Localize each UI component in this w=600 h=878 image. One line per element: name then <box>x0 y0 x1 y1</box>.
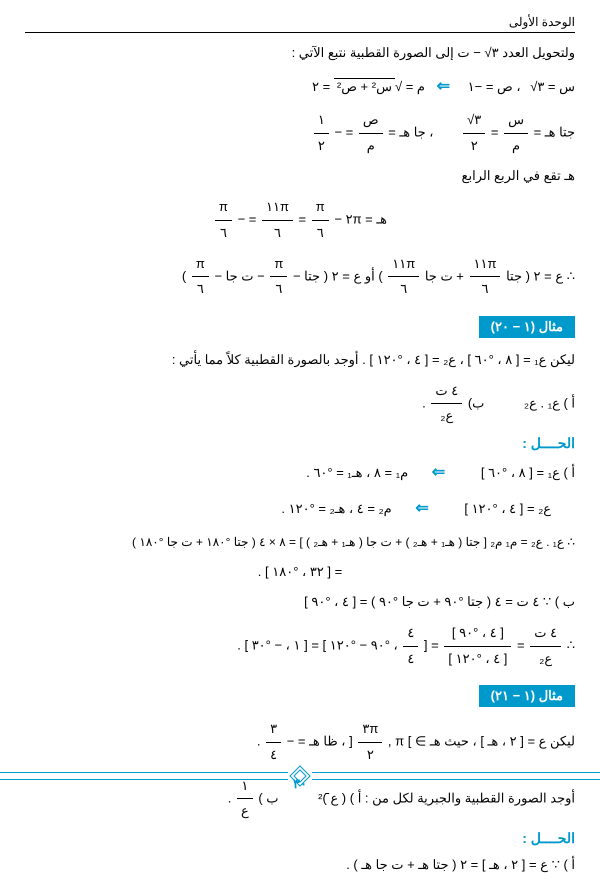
solution-label-2: الحــــل : <box>25 830 575 847</box>
sol-line-3: ∴ ع₁ . ع₂ = م₁ م₂ [ جتا ( هـ₁ + هـ₂ ) + … <box>25 531 575 554</box>
frac: ١١π٦ <box>388 252 419 302</box>
arrow-icon: ⇐ <box>432 464 445 481</box>
unit-header: الوحدة الأولى <box>25 15 575 33</box>
ex2-l1a: ليكن ع = [ ٢ ، هـ ] ، حيث هـ ∋ ] π , <box>384 734 575 749</box>
eq: = <box>295 212 306 227</box>
s5b: ، °٩٠ − °١٢٠ ] = [ ١ ، − °٣٠ ] . <box>237 638 397 653</box>
sol-line-2: ع₂ = [ ٤ ، °١٢٠ ] ⇐ م₂ = ٤ ، هـ₂ = °١٢٠ … <box>25 494 575 524</box>
solution-label-1: الحــــل : <box>25 435 575 452</box>
sol2-a: أ ) ∵ ع = [ ٢ ، هـ ] = ٢ ( جتا هـ + ت جا… <box>25 853 575 878</box>
sol-line-3b: = [ ٣٢ ، °١٨٠ ] . <box>25 560 575 585</box>
l5b: + ت جا <box>421 268 464 283</box>
arrow-icon: ⇐ <box>437 78 450 95</box>
ex2-given: ليكن ع = [ ٢ ، هـ ] ، حيث هـ ∋ ] π , ٣π٢… <box>25 717 575 767</box>
calc-line-4: هـ = ٢π − π٦ = ١١π٦ = − π٦ <box>25 195 575 245</box>
ex1-b-post: . <box>422 395 426 410</box>
eq: = <box>513 638 524 653</box>
ex1-parts: أ ) ع₁ . ع₂ ب) ٤ تع₂ . <box>25 379 575 429</box>
frac: π٦ <box>215 195 232 245</box>
ex2-l2a: أوجد الصورة القطبية والجبرية لكل من : أ … <box>318 790 575 805</box>
l1b: ، ص = −١ <box>468 79 521 94</box>
example-1-20-box: مثال (١ − ٢٠) <box>479 316 575 338</box>
l5e: ) <box>182 268 186 283</box>
l1a: س = ٣√ <box>530 79 575 94</box>
page-number: ٣٠ <box>293 776 307 792</box>
frac: π٦ <box>312 195 329 245</box>
l5d: − ت جا <box>222 268 265 283</box>
l5a: ∴ ع = ٢ ( جتا <box>502 268 575 283</box>
ex1-a: أ ) ع₁ . ع₂ <box>524 395 575 410</box>
frac: ٤ تع₂ <box>431 379 462 429</box>
ex1-given: ليكن ع₁ = [ ٨ ، °٦٠ ] ، ع₂ = [ ٤ ، °١٢٠ … <box>25 348 575 373</box>
frac: π٦ <box>270 252 287 302</box>
l4a: هـ = ٢π − <box>331 212 387 227</box>
br: [ <box>420 638 427 653</box>
frac: ١٢ <box>314 108 329 158</box>
frac: ٣π٢ <box>358 717 382 767</box>
l1c-pre: م = <box>402 79 425 94</box>
eq: = <box>342 125 353 140</box>
ex2-l2b: ب ) <box>255 790 279 805</box>
result-line: ∴ ع = ٢ ( جتا ١١π٦ + ت جا ١١π٦ ) أو ع = … <box>25 252 575 302</box>
s1a: أ ) ع₁ = [ ٨ ، °٦٠ ] <box>481 465 575 480</box>
ex1-b-pre: ب) <box>464 395 484 410</box>
frac: [ ٤ ، °٩٠ ][ ٤ ، °١٢٠ ] <box>444 621 511 671</box>
sol-line-1: أ ) ع₁ = [ ٨ ، °٦٠ ] ⇐ م₁ = ٨ ، هـ₁ = °٦… <box>25 458 575 488</box>
frac: ١١π٦ <box>262 195 293 245</box>
arrow-icon: ⇐ <box>415 500 428 517</box>
calc-line-2: جتا هـ = سم = ٣√٢ ، جا هـ = صم = − ١٢ <box>25 108 575 158</box>
frac: ٤ تع₂ <box>530 621 561 671</box>
frac: ٤٤ <box>403 621 418 671</box>
s2b: م₂ = ٤ ، هـ₂ = °١٢٠ . <box>281 501 391 516</box>
calc-line-1: س = ٣√ ، ص = −١ ⇐ م = √س² + ص² = ٢ <box>25 72 575 102</box>
eq: = <box>487 125 498 140</box>
neg: − <box>331 125 342 140</box>
ex2-l1c: . <box>257 734 261 749</box>
l5c: ) أو ع = ٢ ( جتا <box>301 268 383 283</box>
l1c-sqrt: س² + ص² <box>334 78 395 94</box>
frac: سم <box>504 108 528 158</box>
frac: ٣٤ <box>266 717 281 767</box>
eq: = <box>428 638 439 653</box>
sol-line-5: ∴ ٤ تع₂ = [ ٤ ، °٩٠ ][ ٤ ، °١٢٠ ] = [ ٤٤… <box>25 621 575 671</box>
s2a: ع₂ = [ ٤ ، °١٢٠ ] <box>464 501 551 516</box>
l1c-post: = ٢ <box>312 79 330 94</box>
l2b-pre: ، جا هـ = <box>385 125 434 140</box>
s5-pre: ∴ <box>563 638 575 653</box>
l2a-pre: جتا هـ = <box>530 125 575 140</box>
s1b: م₁ = ٨ ، هـ₁ = °٦٠ . <box>306 465 408 480</box>
sol-line-4: ب ) ∵ ٤ ت = ٤ ( جتا °٩٠ + ت جا °٩٠ ) = [… <box>25 590 575 615</box>
frac: صم <box>359 108 383 158</box>
frac: π٦ <box>192 252 209 302</box>
frac: ١١π٦ <box>470 252 501 302</box>
intro-line: ولتحويل العدد ٣√ − ت إلى الصورة القطبية … <box>25 41 575 66</box>
eq: = − <box>234 212 256 227</box>
example-1-21-box: مثال (١ − ٢١) <box>479 685 575 707</box>
ex2-l1b: [ ، ظا هـ = − <box>283 734 353 749</box>
quadrant-line: هـ تقع في الربع الرابع <box>25 164 575 189</box>
frac: ٣√٢ <box>463 108 485 158</box>
frac: ١ع <box>237 774 253 824</box>
ex2-l2c: . <box>228 790 232 805</box>
